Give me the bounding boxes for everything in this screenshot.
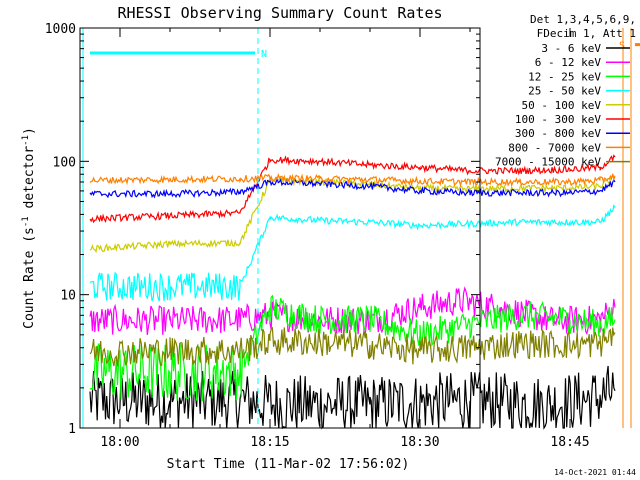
series-layer bbox=[89, 154, 616, 430]
legend-label-6-12-kev: 6 - 12 keV bbox=[535, 56, 602, 69]
legend-label-100-300-kev: 100 - 300 keV bbox=[515, 113, 601, 126]
x-tick-label-18-30: 18:30 bbox=[400, 435, 439, 450]
x-tick-label-18-45: 18:45 bbox=[550, 435, 589, 450]
flag-n-label: N bbox=[261, 49, 267, 60]
series-line-25-50-kev-part-1 bbox=[89, 203, 616, 302]
guides-layer: NS bbox=[82, 28, 640, 428]
y-axis-label-mid: detector bbox=[22, 146, 37, 217]
y-tick-label-1000: 1000 bbox=[45, 22, 76, 37]
legend: Det 1,3,4,5,6,9, FDecim 1, Att 1 3 - 6 k… bbox=[495, 13, 636, 169]
series-line-7000-15000-kev-part-1 bbox=[89, 326, 616, 367]
x-tick-label-18-00: 18:00 bbox=[100, 435, 139, 450]
legend-header-line-1: Det 1,3,4,5,6,9, bbox=[530, 13, 636, 26]
legend-header-line-2: FDecim 1, Att 1 bbox=[537, 27, 636, 40]
y-tick-label-1: 1 bbox=[68, 422, 76, 437]
series-line-12-25-kev-part-1 bbox=[89, 294, 616, 402]
y-axis-label: Count Rate (s-1 detector-1) bbox=[21, 127, 37, 329]
legend-label-7000-15000-kev: 7000 - 15000 keV bbox=[495, 156, 601, 169]
legend-label-50-100-kev: 50 - 100 keV bbox=[522, 99, 602, 112]
y-axis-label-sup1: -1 bbox=[21, 216, 31, 227]
x-axis-label: Start Time (11-Mar-02 17:56:02) bbox=[167, 457, 410, 472]
plot-frame bbox=[79, 27, 481, 429]
legend-label-12-25-kev: 12 - 25 keV bbox=[528, 70, 601, 83]
flag-s-label: S bbox=[619, 41, 625, 52]
series-line-100-300-kev-part-1 bbox=[89, 154, 616, 224]
series-line-50-100-kev-part-1 bbox=[89, 175, 616, 254]
y-axis-label-suffix: ) bbox=[22, 127, 37, 135]
legend-label-25-50-kev: 25 - 50 keV bbox=[528, 85, 601, 98]
y-tick-label-100: 100 bbox=[53, 155, 76, 170]
chart-title: RHESSI Observing Summary Count Rates bbox=[117, 4, 442, 22]
legend-label-300-800-kev: 300 - 800 keV bbox=[515, 127, 601, 140]
y-axis-label-sup2: -1 bbox=[21, 135, 31, 146]
legend-label-3-6-kev: 3 - 6 keV bbox=[541, 42, 601, 55]
y-axis-label-prefix: Count Rate (s bbox=[22, 227, 37, 329]
plot-timestamp: 14-Oct-2021 01:44 bbox=[554, 468, 636, 477]
legend-label-800-7000-kev: 800 - 7000 keV bbox=[508, 141, 601, 154]
axes-layer: 110100100018:0018:1518:3018:4519:0019:15… bbox=[45, 22, 590, 450]
x-tick-label-18-15: 18:15 bbox=[250, 435, 289, 450]
series-line-300-800-kev-part-1 bbox=[89, 177, 616, 199]
series-line-800-7000-kev-part-1 bbox=[89, 173, 616, 188]
y-tick-label-10: 10 bbox=[60, 289, 76, 304]
